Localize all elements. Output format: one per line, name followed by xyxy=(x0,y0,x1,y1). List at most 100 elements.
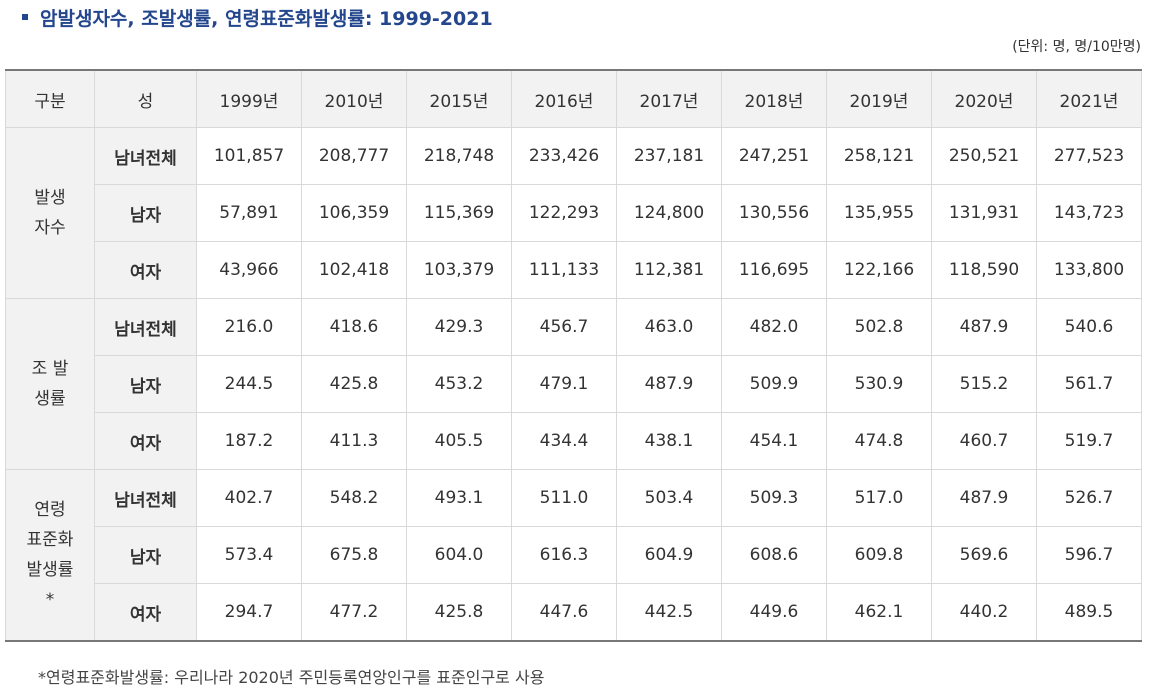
cancer-incidence-table: 구분 성 1999년 2010년 2015년 2016년 2017년 2018년 2019년 20… xyxy=(5,69,1142,642)
value-cell: 233,426 xyxy=(511,127,617,185)
column-header: 2020년 xyxy=(931,70,1037,128)
value-cell: 675.8 xyxy=(301,526,407,584)
value-cell: 101,857 xyxy=(196,127,302,185)
value-cell: 440.2 xyxy=(931,583,1037,641)
value-cell: 487.9 xyxy=(931,469,1037,527)
column-header: 2015년 xyxy=(406,70,512,128)
value-cell: 102,418 xyxy=(301,241,407,299)
value-cell: 122,293 xyxy=(511,184,617,242)
value-cell: 218,748 xyxy=(406,127,512,185)
value-cell: 604.9 xyxy=(616,526,722,584)
value-cell: 124,800 xyxy=(616,184,722,242)
value-cell: 479.1 xyxy=(511,355,617,413)
value-cell: 116,695 xyxy=(721,241,827,299)
group-label: 발생 자수 xyxy=(5,127,95,299)
value-cell: 489.5 xyxy=(1036,583,1142,641)
value-cell: 112,381 xyxy=(616,241,722,299)
column-header: 구분 xyxy=(5,70,95,128)
value-cell: 247,251 xyxy=(721,127,827,185)
value-cell: 133,800 xyxy=(1036,241,1142,299)
sex-label: 남녀전체 xyxy=(94,298,197,356)
table-row: 발생 자수 남녀전체 101,857 208,777 218,748 233,426 237,… xyxy=(5,127,1142,299)
group-label-line: 발생 xyxy=(34,188,66,208)
value-cell: 294.7 xyxy=(196,583,302,641)
value-cell: 402.7 xyxy=(196,469,302,527)
value-cell: 216.0 xyxy=(196,298,302,356)
value-cell: 604.0 xyxy=(406,526,512,584)
value-cell: 187.2 xyxy=(196,412,302,470)
value-cell: 548.2 xyxy=(301,469,407,527)
value-cell: 503.4 xyxy=(616,469,722,527)
value-cell: 442.5 xyxy=(616,583,722,641)
value-cell: 425.8 xyxy=(301,355,407,413)
value-cell: 118,590 xyxy=(931,241,1037,299)
value-cell: 411.3 xyxy=(301,412,407,470)
table-row: 남자 57,891 106,359 115,369 122,293 124,800 130,… xyxy=(6,184,1142,242)
value-cell: 511.0 xyxy=(511,469,617,527)
value-cell: 609.8 xyxy=(826,526,932,584)
value-cell: 258,121 xyxy=(826,127,932,185)
value-cell: 509.9 xyxy=(721,355,827,413)
footnote: *연령표준화발생률: 우리나라 2020년 주민등록연앙인구를 표준인구로 사용 xyxy=(38,668,545,687)
column-header: 2016년 xyxy=(511,70,617,128)
value-cell: 519.7 xyxy=(1036,412,1142,470)
table-row: 여자 294.7 477.2 425.8 447.6 442.5 449.6 462.1 440… xyxy=(6,583,1142,641)
value-cell: 57,891 xyxy=(196,184,302,242)
value-cell: 493.1 xyxy=(406,469,512,527)
value-cell: 456.7 xyxy=(511,298,617,356)
value-cell: 250,521 xyxy=(931,127,1037,185)
value-cell: 561.7 xyxy=(1036,355,1142,413)
sex-label: 여자 xyxy=(94,241,197,299)
group-label-line: 생률 xyxy=(34,389,66,409)
group-label-line: * xyxy=(45,590,55,610)
column-header: 1999년 xyxy=(196,70,302,128)
value-cell: 208,777 xyxy=(301,127,407,185)
value-cell: 103,379 xyxy=(406,241,512,299)
column-header: 2019년 xyxy=(826,70,932,128)
table-body: 발생 자수 남녀전체 101,857 208,777 218,748 233,426 237,… xyxy=(5,127,1142,642)
value-cell: 143,723 xyxy=(1036,184,1142,242)
value-cell: 438.1 xyxy=(616,412,722,470)
title-bullet-icon xyxy=(22,14,28,20)
value-cell: 135,955 xyxy=(826,184,932,242)
group-label-line: 표준화 xyxy=(26,530,74,550)
sex-label: 남녀전체 xyxy=(94,127,197,185)
value-cell: 454.1 xyxy=(721,412,827,470)
value-cell: 526.7 xyxy=(1036,469,1142,527)
value-cell: 608.6 xyxy=(721,526,827,584)
value-cell: 460.7 xyxy=(931,412,1037,470)
value-cell: 596.7 xyxy=(1036,526,1142,584)
table-row: 남자 573.4 675.8 604.0 616.3 604.9 608.6 609.8 569… xyxy=(6,526,1142,584)
table-header-row: 구분 성 1999년 2010년 2015년 2016년 2017년 2018년 2019년 20… xyxy=(5,70,1142,128)
column-header: 2017년 xyxy=(616,70,722,128)
sex-label: 여자 xyxy=(94,583,197,641)
value-cell: 425.8 xyxy=(406,583,512,641)
column-header: 2018년 xyxy=(721,70,827,128)
group-label-line: 발생률 xyxy=(26,560,74,580)
table-row: 조 발 생률 남녀전체 216.0 418.6 429.3 456.7 463.0 482.0 5… xyxy=(5,298,1142,470)
unit-label: (단위: 명, 명/10만명) xyxy=(1012,39,1141,55)
value-cell: 115,369 xyxy=(406,184,512,242)
value-cell: 502.8 xyxy=(826,298,932,356)
value-cell: 244.5 xyxy=(196,355,302,413)
value-cell: 515.2 xyxy=(931,355,1037,413)
value-cell: 540.6 xyxy=(1036,298,1142,356)
value-cell: 418.6 xyxy=(301,298,407,356)
value-cell: 277,523 xyxy=(1036,127,1142,185)
sex-label: 남녀전체 xyxy=(94,469,197,527)
group-label-line: 연령 xyxy=(34,500,66,520)
sex-label: 여자 xyxy=(94,412,197,470)
table-row: 여자 187.2 411.3 405.5 434.4 438.1 454.1 474.8 460… xyxy=(6,412,1142,470)
value-cell: 463.0 xyxy=(616,298,722,356)
group-label-line: 조 발 xyxy=(31,359,69,379)
sex-label: 남자 xyxy=(94,184,197,242)
value-cell: 449.6 xyxy=(721,583,827,641)
value-cell: 487.9 xyxy=(616,355,722,413)
value-cell: 474.8 xyxy=(826,412,932,470)
value-cell: 405.5 xyxy=(406,412,512,470)
value-cell: 482.0 xyxy=(721,298,827,356)
value-cell: 530.9 xyxy=(826,355,932,413)
sex-label: 남자 xyxy=(94,355,197,413)
